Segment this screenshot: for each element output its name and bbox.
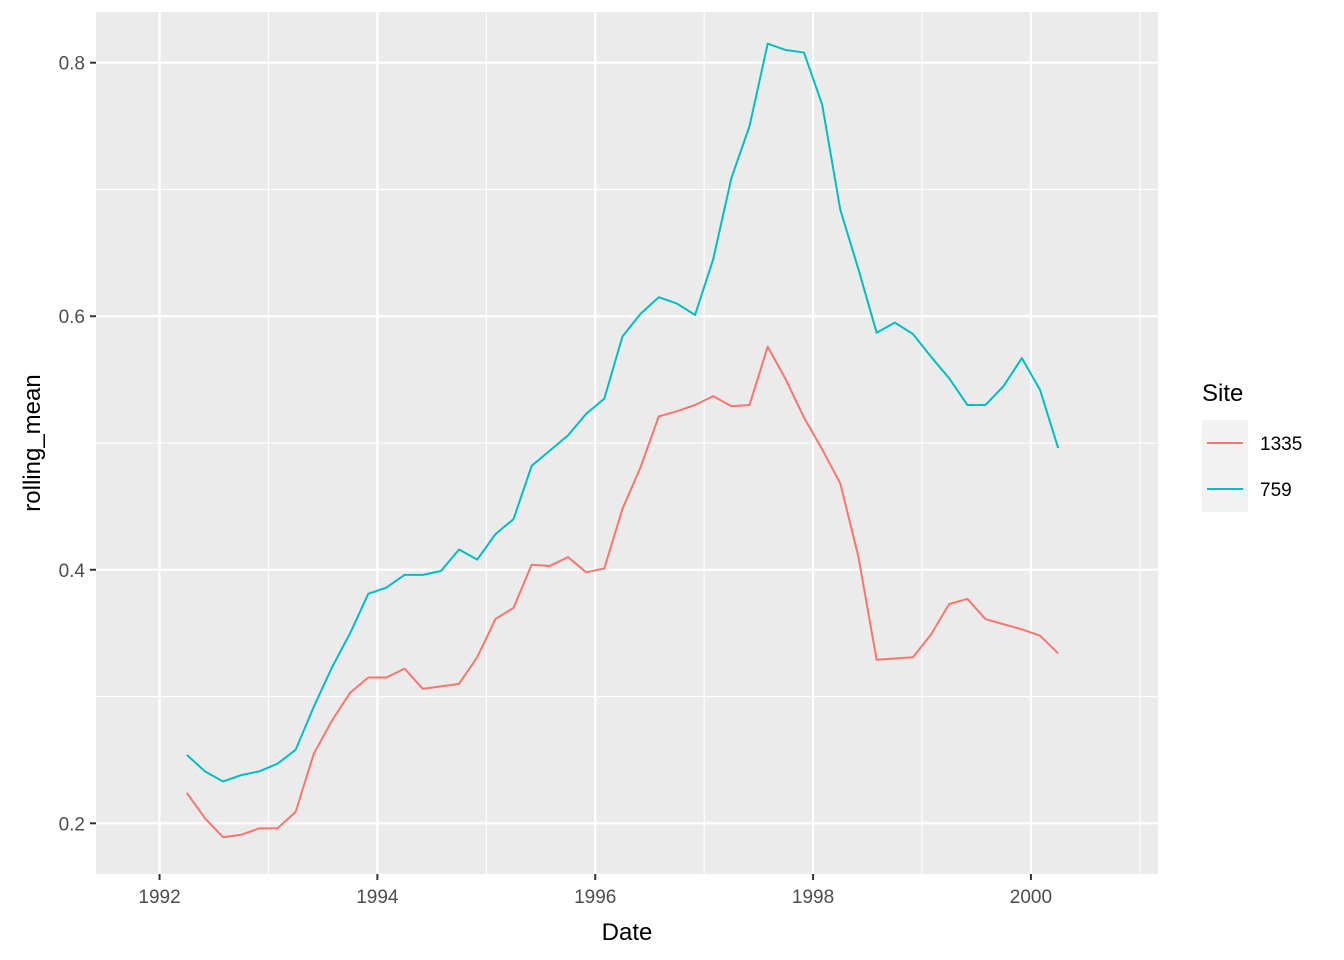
legend-title: Site [1202,380,1243,407]
legend-label-759: 759 [1260,480,1292,501]
y-tick-label: 0.8 [59,54,85,75]
y-tick-label: 0.4 [59,561,86,582]
x-axis-title: Date [602,919,653,946]
x-tick-label: 1998 [792,887,834,908]
y-tick-label: 0.2 [59,814,85,835]
legend-label-1335: 1335 [1260,434,1302,455]
major-gridlines [96,12,1158,874]
minor-gridlines [96,12,1158,874]
x-tick-label: 1994 [356,887,399,908]
x-axis: 1992 1994 1996 1998 2000 [138,874,1052,908]
x-tick-label: 1996 [574,887,616,908]
x-tick-label: 1992 [138,887,180,908]
y-axis-title: rolling_mean [19,374,46,511]
legend-items: 1335 759 [1202,420,1302,512]
y-axis: 0.2 0.4 0.6 0.8 [59,54,96,835]
x-tick-label: 2000 [1010,887,1052,908]
y-tick-label: 0.6 [59,307,85,328]
series-line-1335 [185,345,1059,839]
legend: Site 1335 759 [1202,380,1302,512]
series-line-759 [186,42,1060,783]
series-lines [185,42,1060,839]
